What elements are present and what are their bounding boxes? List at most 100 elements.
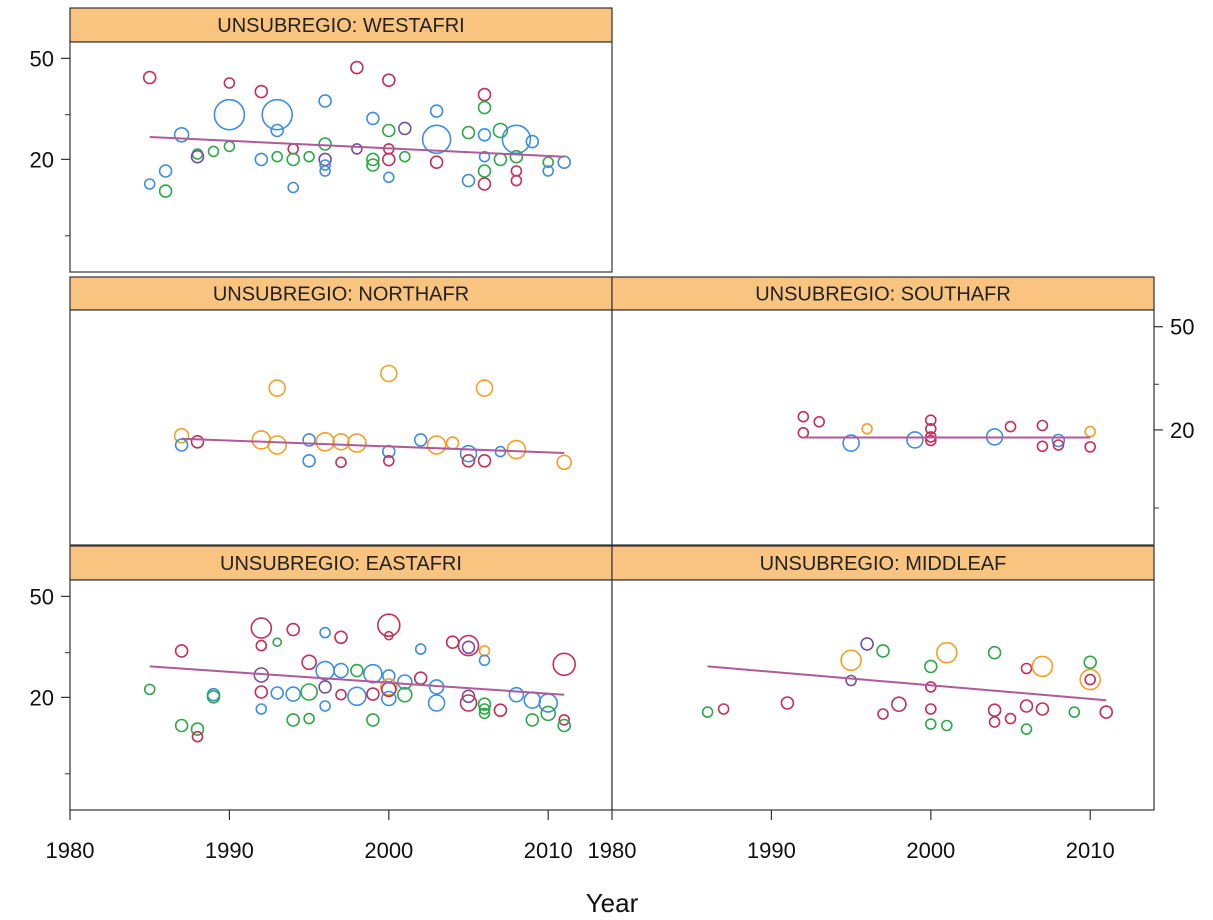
data-point [552,652,577,677]
data-point [478,707,491,720]
data-point [987,645,1002,660]
data-point [556,454,573,471]
strip-label-middleaf: UNSUBREGIO: MIDDLEAF [760,553,1007,575]
data-point [813,415,826,428]
data-point [525,713,540,727]
data-point [286,713,301,727]
data-point [558,714,571,726]
data-point [174,644,189,658]
data-point [302,453,316,468]
data-point [876,644,890,658]
data-point [270,123,285,138]
data-point [142,70,157,85]
data-point [206,689,221,704]
data-point [924,434,937,447]
data-point [478,654,491,667]
data-point [429,104,444,118]
data-point [363,663,383,684]
data-point [351,143,363,155]
strip-label-southafr: UNSUBREGIO: SOUTHAFR [755,284,1011,306]
data-point [506,439,527,460]
data-point [478,703,491,715]
data-point [906,431,924,449]
x-tick-label-right: 2010 [1066,838,1115,863]
data-point [891,696,907,713]
data-point [143,683,156,696]
strip-label-westafri: UNSUBREGIO: WESTAFRI [217,15,464,37]
data-point [335,688,347,701]
data-point [1020,662,1033,675]
data-point [461,689,476,704]
data-point [271,150,284,163]
data-point [924,681,937,693]
data-point [461,125,476,140]
data-point [477,100,492,115]
data-point [508,686,525,703]
data-point [461,173,476,188]
data-point [300,683,318,701]
data-point [207,145,220,158]
data-point [379,364,398,383]
data-point [318,680,332,694]
data-point [540,705,557,722]
data-point [542,156,555,168]
data-point [477,453,492,468]
data-point [1068,706,1081,718]
panel-middleaf: UNSUBREGIO: MIDDLEAF [611,545,1155,811]
data-point [254,152,269,167]
data-point [381,152,396,167]
data-point [333,662,349,679]
data-point [191,730,204,743]
data-point [250,617,273,639]
data-point [1019,699,1034,713]
data-point [1084,441,1096,453]
trend-line-northafr [181,437,565,454]
plot-frame-southafr [611,309,1155,546]
data-point [877,708,889,720]
panel-southafr: UNSUBREGIO: SOUTHAFR [611,276,1155,546]
data-point [379,678,398,696]
data-point [842,434,860,452]
data-point [396,674,413,690]
data-point [557,718,572,733]
strip-westafri [69,7,613,43]
panel-northafr: UNSUBREGIO: NORTHAFR [69,276,613,546]
plot-frame-middleaf [611,579,1155,811]
data-point [426,435,447,455]
data-point [1052,439,1065,451]
data-point [427,694,446,712]
data-point [381,73,396,87]
data-point [988,716,1001,728]
data-point [840,649,862,672]
data-point [429,155,444,169]
strip-label-northafr: UNSUBREGIO: NORTHAFR [213,284,469,306]
data-point [935,641,958,664]
data-point [286,152,301,167]
data-point [380,690,397,707]
x-tick-label-left: 2010 [524,838,573,863]
data-point [366,158,380,172]
data-point [287,181,300,194]
x-tick-label-left: 1980 [46,838,95,863]
data-point [1020,723,1033,735]
data-point [510,174,523,187]
strip-eastafri [69,545,613,581]
data-point [302,433,316,447]
strip-middleaf [611,545,1155,581]
data-point [301,654,317,671]
data-point [413,433,428,447]
data-point [477,697,492,712]
trend-line-middleaf [707,665,1107,702]
data-point [319,700,331,712]
data-point [223,77,236,89]
data-point [1035,702,1050,716]
data-point [924,422,937,435]
data-point [366,687,380,701]
data-point [272,637,283,648]
data-point [315,431,335,452]
y-tick-label: 20 [1170,418,1194,443]
data-point [1084,673,1096,686]
data-point [381,123,396,138]
data-point [158,184,173,198]
